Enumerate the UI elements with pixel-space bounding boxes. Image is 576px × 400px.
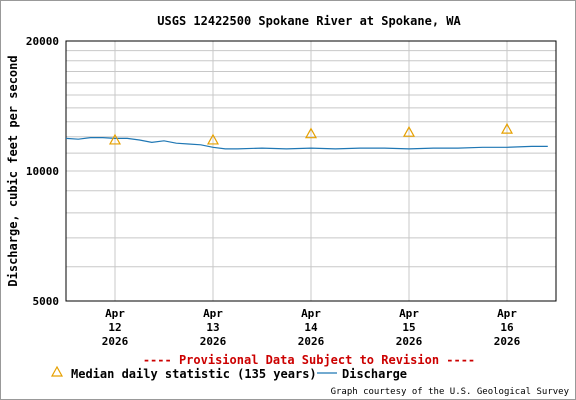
y-tick-label: 10000 bbox=[26, 165, 59, 178]
x-axis: Apr 12 2026 Apr 13 2026 Apr 14 2026 Apr 15 2026 Apr 1… bbox=[102, 307, 521, 348]
grid-lines bbox=[66, 40, 556, 302]
discharge-series bbox=[65, 137, 548, 150]
chart-title: USGS 12422500 Spokane River at Spokane, … bbox=[157, 14, 461, 28]
x-tick-label: Apr 13 2026 bbox=[200, 307, 227, 348]
discharge-line bbox=[65, 137, 548, 150]
legend: Median daily statistic (135 years) Disch… bbox=[50, 365, 407, 381]
median-point bbox=[304, 127, 318, 139]
x-tick-label: Apr 16 2026 bbox=[494, 307, 521, 348]
legend-discharge-label: Discharge bbox=[342, 367, 407, 381]
y-tick-label: 20000 bbox=[26, 35, 59, 48]
median-point bbox=[500, 122, 514, 134]
plot-border bbox=[65, 40, 557, 302]
median-point bbox=[108, 133, 122, 145]
x-tick-label: Apr 14 2026 bbox=[298, 307, 325, 348]
median-point bbox=[402, 125, 416, 137]
x-tick-label: Apr 15 2026 bbox=[396, 307, 423, 348]
y-axis: 5000 10000 20000 bbox=[26, 35, 59, 308]
x-tick-label: Apr 12 2026 bbox=[102, 307, 129, 348]
y-tick-label: 5000 bbox=[33, 295, 60, 308]
provisional-notice: ---- Provisional Data Subject to Revisio… bbox=[143, 353, 475, 367]
y-axis-label: Discharge, cubic feet per second bbox=[6, 55, 20, 286]
graph-credit: Graph courtesy of the U.S. Geological Su… bbox=[331, 387, 570, 397]
median-point bbox=[206, 133, 220, 145]
legend-median-marker bbox=[50, 365, 64, 377]
legend-median-label: Median daily statistic (135 years) bbox=[71, 367, 317, 381]
median-series bbox=[108, 122, 514, 145]
